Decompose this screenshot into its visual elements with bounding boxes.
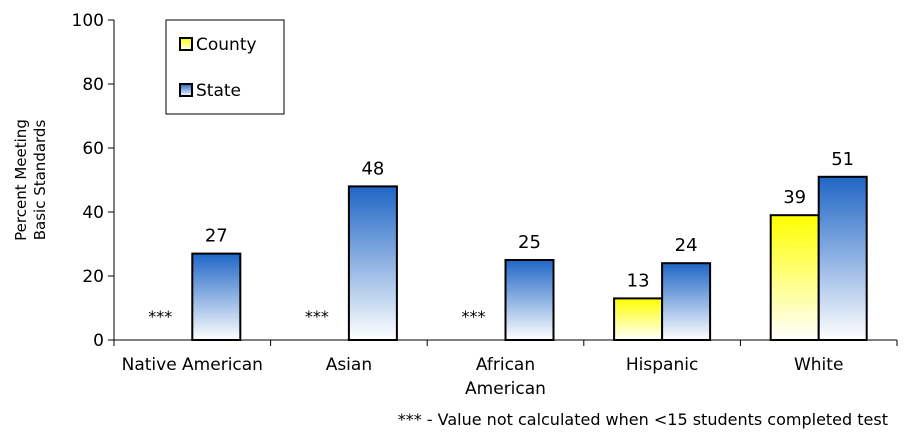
y-axis-title: Percent MeetingBasic Standards [12,119,49,241]
x-tick-label: African American [465,355,546,399]
bar-state [191,252,242,342]
y-tick-label: 80 [82,75,104,95]
data-label: 13 [627,270,650,291]
legend: County State [165,19,285,115]
y-tick-label: 0 [93,331,104,351]
bar-state [347,185,398,341]
bar-state [504,259,555,341]
legend-swatch-state [179,83,193,97]
x-tick-label: Native American [122,355,263,375]
legend-label-county: County [196,35,257,55]
data-label: 48 [361,158,384,179]
missing-value-marker: *** [305,307,329,326]
data-label: 39 [783,187,806,208]
legend-box [165,19,285,115]
missing-value-marker: *** [462,307,486,326]
bar-state [661,262,712,342]
missing-value-marker: *** [148,307,172,326]
bar-state [817,175,868,341]
data-labels: *** 27 *** 48 *** 25 13 24 39 51 [148,149,854,326]
bars [191,175,868,342]
x-tick-label: Asian [326,355,372,375]
y-tick-label: 100 [72,11,104,31]
data-label: 27 [205,226,228,247]
x-tick-label: Hispanic [626,355,698,375]
bar-county [769,214,820,341]
footnote: *** - Value not calculated when <15 stud… [397,410,888,429]
y-axis-label: Percent MeetingBasic Standards [12,119,49,241]
bar-county [613,297,664,341]
x-tick-label: White [794,355,843,375]
legend-swatch-county [179,37,193,51]
y-tick-label: 40 [82,203,104,223]
y-tick-label: 60 [82,139,104,159]
legend-label-state: State [196,81,241,101]
data-label: 51 [831,149,854,170]
data-label: 25 [518,232,541,253]
y-tick-label: 20 [82,267,104,287]
axes: 0 20 40 60 80 100 Native American Asian African A… [72,11,898,399]
data-label: 24 [675,235,698,256]
